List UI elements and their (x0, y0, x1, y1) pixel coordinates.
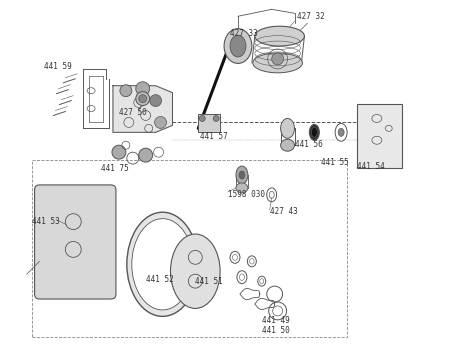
Bar (198, 114, 220, 132)
Ellipse shape (280, 139, 294, 151)
Text: 441 56: 441 56 (294, 140, 322, 149)
Text: 427 33: 427 33 (230, 29, 258, 38)
Bar (357, 104, 402, 168)
Polygon shape (113, 86, 173, 132)
Text: 441 75: 441 75 (101, 163, 129, 173)
Ellipse shape (236, 166, 248, 184)
Circle shape (120, 85, 132, 97)
Circle shape (139, 94, 146, 103)
Ellipse shape (280, 118, 294, 138)
Circle shape (199, 116, 205, 121)
Ellipse shape (132, 219, 193, 310)
Text: 441 51: 441 51 (195, 276, 223, 286)
Bar (32, 160, 347, 337)
FancyBboxPatch shape (34, 185, 116, 299)
Circle shape (213, 116, 219, 121)
Text: 1598 030: 1598 030 (228, 190, 265, 199)
Text: 441 55: 441 55 (321, 158, 349, 167)
Circle shape (139, 148, 153, 162)
Ellipse shape (171, 234, 220, 308)
Ellipse shape (224, 29, 252, 63)
Ellipse shape (338, 128, 344, 136)
Ellipse shape (236, 183, 248, 193)
Ellipse shape (312, 127, 317, 137)
Text: 427 50: 427 50 (119, 108, 146, 117)
Text: 441 52: 441 52 (146, 275, 173, 284)
Circle shape (155, 117, 166, 128)
Ellipse shape (230, 35, 246, 57)
Circle shape (272, 53, 284, 65)
Text: 441 54: 441 54 (357, 162, 385, 170)
Circle shape (136, 92, 150, 106)
Text: 427 32: 427 32 (298, 12, 325, 21)
Circle shape (150, 94, 161, 106)
Ellipse shape (253, 53, 302, 73)
Text: 427 43: 427 43 (270, 207, 298, 216)
Text: 441 59: 441 59 (44, 62, 71, 71)
Ellipse shape (309, 124, 319, 140)
Text: 441 53: 441 53 (32, 217, 60, 226)
Ellipse shape (239, 171, 245, 179)
Ellipse shape (255, 26, 305, 46)
Text: 441 50: 441 50 (262, 326, 290, 335)
Text: 441 49: 441 49 (262, 316, 290, 326)
Circle shape (136, 82, 150, 96)
Text: 441 57: 441 57 (200, 132, 228, 141)
Ellipse shape (127, 212, 198, 316)
Circle shape (112, 145, 126, 159)
